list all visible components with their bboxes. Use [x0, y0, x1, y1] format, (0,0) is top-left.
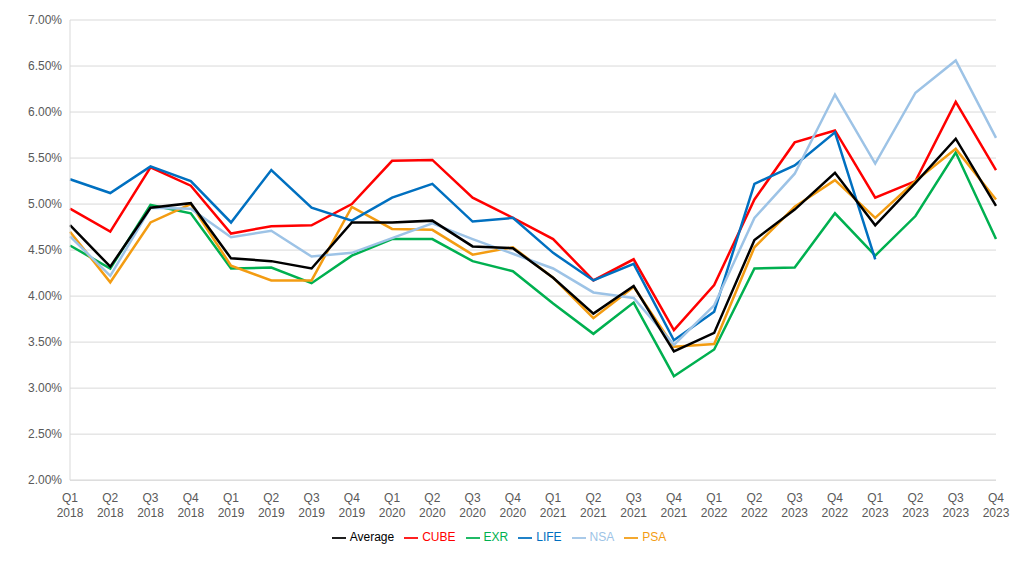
- svg-text:Q12023: Q12023: [862, 491, 889, 520]
- svg-text:Q32023: Q32023: [942, 491, 969, 520]
- svg-text:Q12020: Q12020: [379, 491, 406, 520]
- svg-text:7.00%: 7.00%: [28, 13, 62, 27]
- svg-text:Q32023: Q32023: [781, 491, 808, 520]
- svg-text:Q22018: Q22018: [97, 491, 124, 520]
- svg-text:Q42022: Q42022: [822, 491, 849, 520]
- html-text:LIFE: LIFE: [536, 530, 562, 545]
- svg-text:Q22020: Q22020: [419, 491, 446, 520]
- html-text:PSA: PSA: [642, 530, 667, 545]
- svg-text:6.00%: 6.00%: [28, 105, 62, 119]
- svg-text:Q22019: Q22019: [258, 491, 285, 520]
- html-text:CUBE: CUBE: [422, 530, 456, 545]
- html-text:EXR: EXR: [483, 530, 509, 545]
- svg-text:Q42018: Q42018: [177, 491, 204, 520]
- svg-text:Q12021: Q12021: [540, 491, 567, 520]
- svg-text:3.50%: 3.50%: [28, 335, 62, 349]
- svg-text:6.50%: 6.50%: [28, 59, 62, 73]
- svg-text:Q32018: Q32018: [137, 491, 164, 520]
- svg-text:2.00%: 2.00%: [28, 473, 62, 487]
- svg-text:Q32019: Q32019: [298, 491, 325, 520]
- html-text:Average: Average: [349, 530, 395, 545]
- svg-text:Q22021: Q22021: [580, 491, 607, 520]
- svg-text:3.00%: 3.00%: [28, 381, 62, 395]
- svg-text:4.50%: 4.50%: [28, 243, 62, 257]
- html-text:NSA: NSA: [589, 530, 615, 545]
- svg-text:Q42023: Q42023: [983, 491, 1010, 520]
- svg-text:4.00%: 4.00%: [28, 289, 62, 303]
- svg-text:Q22022: Q22022: [741, 491, 768, 520]
- svg-text:Q32021: Q32021: [620, 491, 647, 520]
- svg-text:Q22023: Q22023: [902, 491, 929, 520]
- svg-text:Q12022: Q12022: [701, 491, 728, 520]
- svg-text:Q42019: Q42019: [338, 491, 365, 520]
- svg-text:2.50%: 2.50%: [28, 427, 62, 441]
- svg-text:5.00%: 5.00%: [28, 197, 62, 211]
- svg-text:Q12019: Q12019: [218, 491, 245, 520]
- svg-text:Q42020: Q42020: [500, 491, 527, 520]
- svg-text:Q12018: Q12018: [57, 491, 84, 520]
- svg-text:Q32020: Q32020: [459, 491, 486, 520]
- svg-text:Q42021: Q42021: [661, 491, 688, 520]
- svg-text:5.50%: 5.50%: [28, 151, 62, 165]
